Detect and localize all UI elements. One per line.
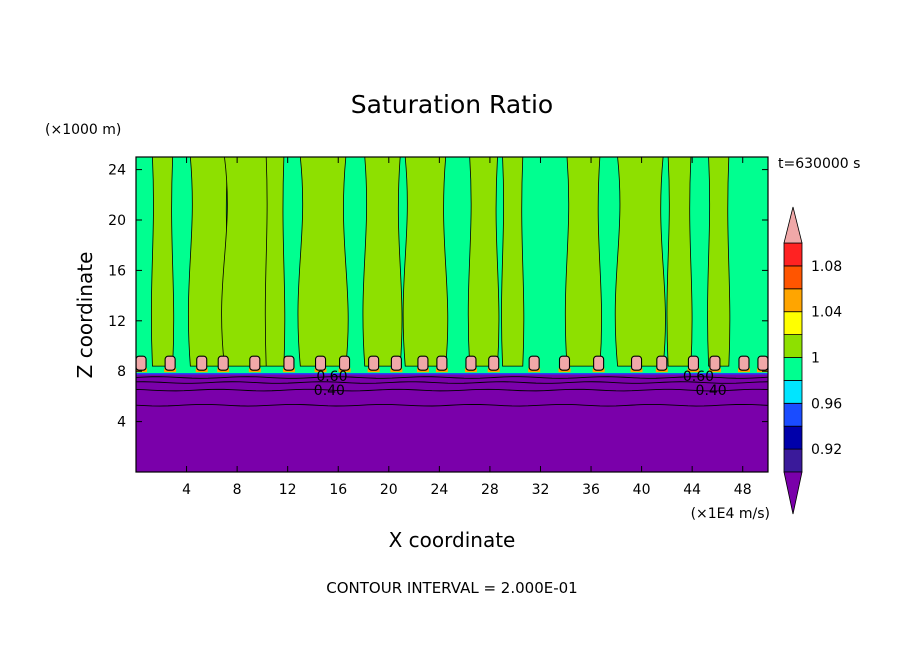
plot-area: 0.400.600.400.60 bbox=[136, 157, 768, 472]
cap-5 bbox=[283, 355, 295, 371]
x-axis-title: X coordinate bbox=[389, 528, 516, 552]
x-tick-label-2: 12 bbox=[279, 482, 297, 498]
plot-frame bbox=[135, 156, 769, 473]
y-tick-label-2: 12 bbox=[108, 314, 126, 330]
x-tick-label-8: 36 bbox=[582, 482, 600, 498]
colorbar-label-3: 1.04 bbox=[811, 305, 842, 321]
colorbar-segment-2 bbox=[783, 402, 803, 427]
y-axis-title: Z coordinate bbox=[73, 252, 97, 379]
y-axis-ticks: 4 8 12 16 20 24 bbox=[108, 163, 768, 431]
cap-4 bbox=[249, 355, 261, 371]
x-tick-label-11: 48 bbox=[734, 482, 752, 498]
colorbar-segment-3 bbox=[783, 379, 803, 404]
plume-10 bbox=[614, 157, 666, 367]
contour-label-1: 0.60 bbox=[316, 369, 347, 385]
cap-7 bbox=[339, 355, 351, 371]
contour-label-0: 0.40 bbox=[314, 383, 345, 399]
x-tick-label-0: 4 bbox=[182, 482, 191, 498]
x-tick-label-10: 44 bbox=[683, 482, 701, 498]
plume-7 bbox=[467, 157, 500, 367]
colorbar-label-1: 0.96 bbox=[811, 396, 842, 412]
dry-layer bbox=[136, 372, 768, 472]
colorbar-segment-5 bbox=[783, 334, 803, 358]
cap-3 bbox=[217, 355, 229, 371]
cap-10 bbox=[417, 355, 429, 371]
plume-6 bbox=[402, 157, 449, 367]
cap-20 bbox=[709, 355, 721, 371]
cap-18 bbox=[656, 355, 668, 371]
colorbar-segment-9 bbox=[783, 242, 803, 267]
contour-line-3 bbox=[136, 403, 768, 407]
cap-19 bbox=[687, 355, 699, 371]
colorbar-over-arrow bbox=[783, 206, 803, 244]
cap-14 bbox=[528, 355, 540, 371]
plume-11 bbox=[666, 157, 693, 367]
dry-layer-fill bbox=[136, 373, 768, 472]
x-axis-ticks: 4 8 12 16 20 24 28 32 36 40 44 48 bbox=[182, 157, 752, 498]
cap-2 bbox=[196, 355, 208, 371]
colorbar-segment-7 bbox=[783, 288, 803, 313]
y-tick-label-5: 24 bbox=[108, 163, 126, 179]
colorbar-segment-6 bbox=[783, 311, 803, 336]
x-unit-label: (×1E4 m/s) bbox=[691, 506, 770, 522]
y-tick-label-3: 16 bbox=[108, 263, 126, 279]
plume-5 bbox=[362, 157, 403, 367]
cap-8 bbox=[368, 355, 380, 371]
x-tick-label-6: 28 bbox=[481, 482, 499, 498]
y-tick-label-0: 4 bbox=[117, 415, 126, 431]
x-tick-label-3: 16 bbox=[329, 482, 347, 498]
caps-layer bbox=[136, 355, 768, 373]
plume-0 bbox=[150, 157, 175, 367]
colorbar-segment-4 bbox=[783, 357, 803, 381]
x-tick-label-1: 8 bbox=[233, 482, 242, 498]
y-tick-label-1: 8 bbox=[117, 364, 126, 380]
cap-21 bbox=[738, 355, 750, 371]
colorbar-label-2: 1 bbox=[811, 351, 820, 367]
plume-9 bbox=[564, 157, 602, 367]
colorbar-segment-0 bbox=[783, 448, 803, 473]
contours-layer: 0.400.600.400.60 bbox=[136, 369, 768, 407]
colorbar-segment-8 bbox=[783, 265, 803, 290]
y-tick-label-4: 20 bbox=[108, 213, 126, 229]
x-tick-label-7: 32 bbox=[532, 482, 550, 498]
chart-title: Saturation Ratio bbox=[351, 90, 553, 119]
cap-13 bbox=[488, 355, 500, 371]
x-tick-label-4: 20 bbox=[380, 482, 398, 498]
x-tick-label-5: 24 bbox=[430, 482, 448, 498]
contour-line-1 bbox=[136, 381, 768, 384]
cap-16 bbox=[593, 355, 605, 371]
cap-1 bbox=[164, 355, 176, 371]
contour-label-2: 0.40 bbox=[696, 383, 727, 399]
plume-3 bbox=[264, 157, 286, 367]
colorbar-segment-1 bbox=[783, 425, 803, 450]
plumes-layer bbox=[150, 157, 731, 367]
contour-label-3: 0.60 bbox=[683, 369, 714, 385]
contour-interval-note: CONTOUR INTERVAL = 2.000E-01 bbox=[326, 579, 577, 597]
y-unit-label: (×1000 m) bbox=[45, 122, 121, 138]
time-label: t=630000 s bbox=[778, 156, 860, 172]
cap-6 bbox=[314, 355, 327, 371]
colorbar-label-4: 1.08 bbox=[811, 259, 842, 275]
x-tick-label-9: 40 bbox=[633, 482, 651, 498]
cap-0 bbox=[136, 355, 147, 371]
cap-17 bbox=[630, 355, 643, 371]
cap-12 bbox=[465, 355, 477, 371]
cap-22 bbox=[757, 355, 768, 371]
colorbar-label-0: 0.92 bbox=[811, 442, 842, 458]
contour-line-0 bbox=[136, 376, 768, 379]
cap-9 bbox=[390, 355, 402, 371]
colorbar-under-arrow bbox=[783, 471, 803, 515]
cap-11 bbox=[436, 355, 448, 371]
contour-line-2 bbox=[136, 388, 768, 392]
plume-8 bbox=[501, 157, 525, 367]
plume-4 bbox=[297, 157, 349, 367]
cap-15 bbox=[558, 355, 571, 371]
colorbar: 0.92 0.96 1 1.04 1.08 bbox=[783, 206, 842, 515]
plume-12 bbox=[707, 157, 731, 367]
